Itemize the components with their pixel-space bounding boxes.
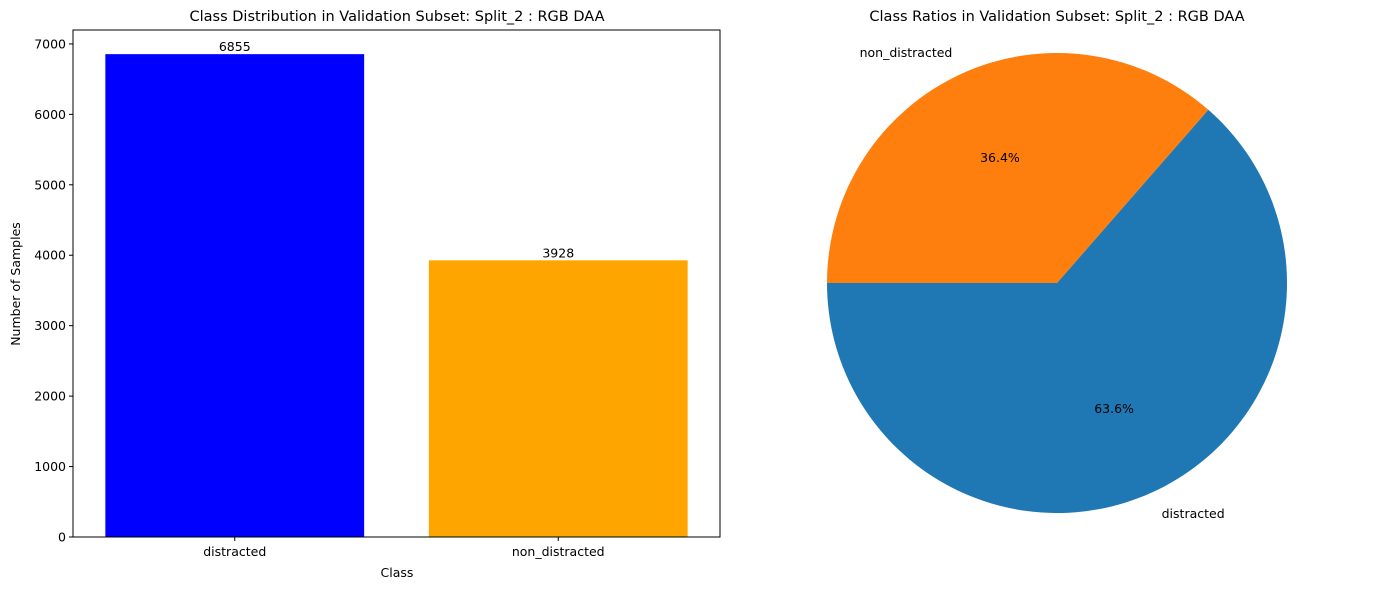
pie-percent-label: 63.6% — [1094, 401, 1134, 416]
pie-labels: distracted 63.6% non_distracted 36.4% — [860, 45, 1225, 521]
bar-value-label: 3928 — [542, 245, 574, 260]
pie-label: non_distracted — [860, 45, 953, 60]
y-tick-label: 4000 — [34, 248, 66, 263]
y-tick-label: 3000 — [34, 318, 66, 333]
bar-chart-title: Class Distribution in Validation Subset:… — [190, 9, 605, 25]
y-tick-label: 5000 — [34, 177, 66, 192]
x-axis-label: Class — [381, 565, 414, 580]
y-tick-label: 7000 — [34, 36, 66, 51]
pie-slice-distracted — [827, 109, 1287, 514]
bar-marks — [105, 54, 688, 538]
plot-frame — [72, 29, 721, 538]
y-tick-label: 2000 — [34, 389, 66, 404]
pie-chart-title: Class Ratios in Validation Subset: Split… — [869, 9, 1244, 25]
pie-slices — [827, 52, 1287, 514]
pie-label: distracted — [1162, 506, 1225, 521]
y-axis-ticks: 0 1000 2000 3000 4000 5000 6000 7000 — [34, 36, 73, 545]
y-axis-label: Number of Samples — [8, 222, 23, 346]
bar-value-labels: 6855 3928 — [219, 39, 574, 260]
bar-value-label: 6855 — [219, 39, 251, 54]
bar-distracted — [105, 54, 365, 538]
pie-percent-label: 36.4% — [980, 150, 1020, 165]
x-axis-ticks: distracted non_distracted — [203, 537, 605, 559]
x-tick-label: distracted — [203, 544, 266, 559]
pie-chart: Class Ratios in Validation Subset: Split… — [827, 9, 1287, 521]
x-tick-label: non_distracted — [512, 544, 605, 559]
y-tick-label: 6000 — [34, 107, 66, 122]
y-tick-label: 0 — [58, 530, 66, 545]
pie-slice-non_distracted — [827, 52, 1209, 283]
y-tick-label: 1000 — [34, 459, 66, 474]
bar-non_distracted — [428, 260, 688, 537]
bar-chart: Class Distribution in Validation Subset:… — [8, 9, 721, 580]
